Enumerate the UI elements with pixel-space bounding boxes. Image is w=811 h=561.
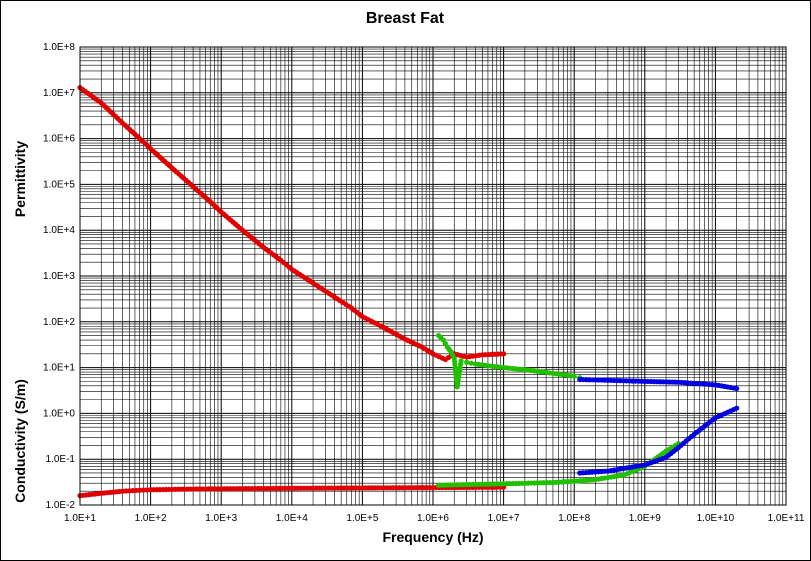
y-tick-label: 1.0E-1	[46, 454, 76, 465]
x-tick-label: 1.0E+5	[346, 513, 378, 524]
green-permittivity-marker	[468, 360, 474, 366]
x-tick-label: 1.0E+10	[697, 513, 735, 524]
data-points	[77, 84, 740, 499]
x-tick-label: 1.0E+11	[768, 513, 805, 524]
x-tick-label: 1.0E+2	[135, 513, 167, 524]
blue-conductivity-point	[734, 405, 740, 411]
y-tick-label: 1.0E+4	[43, 225, 75, 236]
y-tick-label: 1.0E+7	[43, 88, 75, 99]
x-tick-labels: 1.0E+1 1.0E+2 1.0E+3 1.0E+4 1.0E+5 1.0E+6 1.0E…	[64, 513, 805, 524]
y-tick-label: 1.0E+5	[43, 179, 75, 190]
x-tick-label: 1.0E+7	[488, 513, 520, 524]
red-conductivity-marker	[140, 487, 146, 493]
y-axis-label-conductivity: Conductivity (S/m)	[12, 379, 28, 503]
plot-area-border	[79, 46, 787, 506]
green-permittivity-point	[458, 358, 464, 364]
red-conductivity-marker	[144, 487, 150, 493]
green-permittivity-point	[464, 359, 470, 365]
x-tick-label: 1.0E+4	[276, 513, 308, 524]
red-permittivity-point	[501, 351, 507, 357]
x-tick-label: 1.0E+6	[417, 513, 449, 524]
x-tick-label: 1.0E+9	[629, 513, 661, 524]
x-tick-label: 1.0E+8	[558, 513, 590, 524]
x-axis-label: Frequency (Hz)	[382, 529, 483, 545]
y-tick-label: 1.0E+2	[43, 317, 75, 328]
y-tick-label: 1.0E-2	[46, 500, 76, 511]
y-tick-label: 1.0E+0	[43, 408, 75, 419]
grid-lines	[79, 47, 786, 506]
chart-title: Breast Fat	[366, 10, 445, 27]
x-tick-label: 1.0E+3	[205, 513, 237, 524]
green-permittivity-point	[571, 373, 577, 379]
y-tick-label: 1.0E+3	[43, 271, 75, 282]
y-tick-labels: 1.0E-2 1.0E-1 1.0E+0 1.0E+1 1.0E+2 1.0E+3 1.0E…	[43, 42, 75, 511]
red-conductivity-point	[137, 487, 143, 493]
y-tick-label: 1.0E+8	[43, 42, 75, 53]
y-tick-label: 1.0E+1	[43, 363, 75, 374]
y-tick-label: 1.0E+6	[43, 134, 75, 145]
x-tick-label: 1.0E+1	[64, 513, 96, 524]
blue-permittivity-point	[734, 385, 740, 392]
y-axis-label-permittivity: Permittivity	[12, 141, 28, 217]
